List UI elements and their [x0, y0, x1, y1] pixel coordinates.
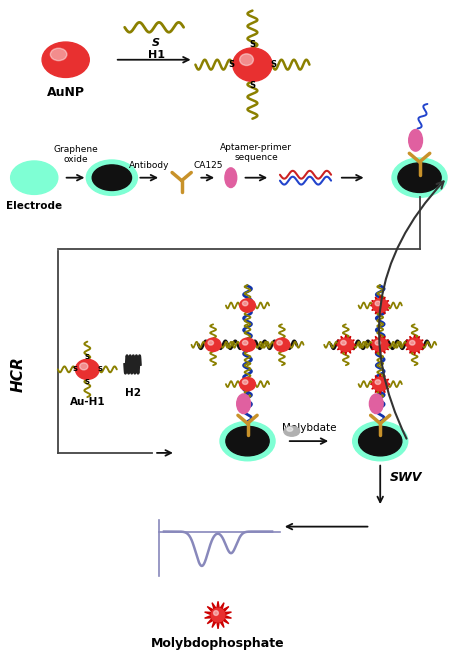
Text: Graphene
oxide: Graphene oxide — [53, 144, 98, 164]
Ellipse shape — [375, 340, 381, 345]
Text: H1: H1 — [147, 50, 164, 60]
Text: S: S — [249, 80, 255, 90]
Ellipse shape — [284, 426, 300, 436]
Text: HCR: HCR — [11, 356, 26, 392]
Text: S: S — [98, 366, 102, 372]
Ellipse shape — [240, 338, 255, 352]
Ellipse shape — [398, 163, 441, 192]
Ellipse shape — [208, 340, 213, 345]
Ellipse shape — [86, 160, 137, 196]
Text: Au-H1: Au-H1 — [70, 397, 105, 407]
Ellipse shape — [226, 426, 269, 456]
Polygon shape — [370, 374, 390, 394]
Ellipse shape — [92, 165, 132, 190]
Ellipse shape — [242, 340, 248, 345]
Ellipse shape — [220, 422, 275, 461]
Text: S: S — [152, 38, 160, 48]
Ellipse shape — [10, 161, 58, 194]
Text: AuNP: AuNP — [46, 86, 85, 99]
Polygon shape — [370, 296, 390, 315]
Ellipse shape — [341, 340, 346, 345]
Ellipse shape — [287, 428, 293, 432]
Text: Molybdate: Molybdate — [282, 423, 337, 434]
Text: CA125: CA125 — [193, 161, 223, 170]
Ellipse shape — [237, 394, 250, 414]
Ellipse shape — [80, 363, 88, 370]
Polygon shape — [405, 335, 424, 354]
Polygon shape — [370, 335, 390, 354]
Ellipse shape — [75, 359, 99, 380]
Text: Antibody: Antibody — [129, 161, 170, 170]
Ellipse shape — [375, 301, 381, 306]
Ellipse shape — [274, 338, 290, 352]
Ellipse shape — [211, 608, 225, 622]
Text: Molybdophosphate: Molybdophosphate — [151, 636, 285, 650]
Polygon shape — [205, 601, 231, 629]
Ellipse shape — [373, 299, 388, 312]
Ellipse shape — [338, 338, 354, 352]
Ellipse shape — [369, 394, 383, 414]
Text: S: S — [249, 39, 255, 49]
Ellipse shape — [240, 54, 254, 65]
Polygon shape — [336, 335, 356, 354]
Text: S: S — [270, 60, 276, 69]
Ellipse shape — [242, 380, 248, 384]
Ellipse shape — [373, 378, 388, 391]
Ellipse shape — [410, 340, 415, 345]
Ellipse shape — [214, 610, 219, 615]
Text: Aptamer-primer
sequence: Aptamer-primer sequence — [220, 142, 292, 162]
Text: S: S — [85, 379, 90, 385]
Ellipse shape — [375, 380, 381, 384]
Ellipse shape — [277, 340, 283, 345]
Ellipse shape — [42, 42, 89, 77]
Ellipse shape — [233, 48, 272, 81]
Ellipse shape — [392, 158, 447, 198]
Text: Electrode: Electrode — [6, 201, 62, 211]
Ellipse shape — [50, 49, 67, 61]
Ellipse shape — [205, 338, 221, 352]
Text: S: S — [229, 60, 235, 69]
Ellipse shape — [359, 426, 402, 456]
Ellipse shape — [409, 130, 422, 151]
Ellipse shape — [225, 168, 237, 188]
Ellipse shape — [240, 378, 255, 391]
FancyArrowPatch shape — [379, 182, 444, 439]
Ellipse shape — [242, 301, 248, 306]
Ellipse shape — [407, 338, 422, 352]
Text: S: S — [85, 354, 90, 360]
Text: H2: H2 — [125, 388, 140, 398]
Text: SWV: SWV — [390, 471, 422, 484]
Ellipse shape — [240, 299, 255, 312]
Ellipse shape — [353, 422, 408, 461]
Ellipse shape — [373, 338, 388, 352]
Text: S: S — [72, 366, 77, 372]
